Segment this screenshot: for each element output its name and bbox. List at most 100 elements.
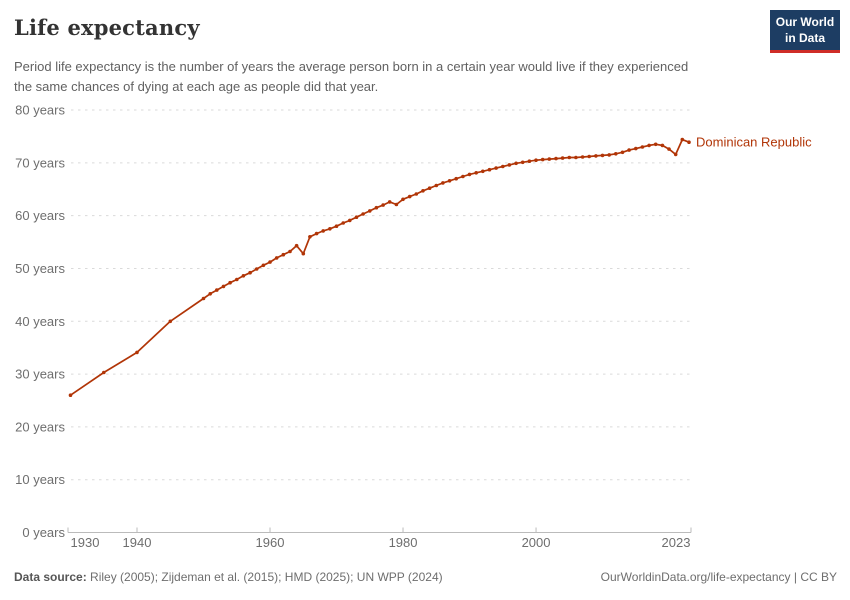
y-axis-tick-label: 70 years: [15, 155, 65, 170]
data-point-marker: [394, 202, 399, 207]
x-axis-tick-label: 1980: [389, 535, 418, 550]
data-point-marker: [314, 231, 319, 236]
data-point-marker: [587, 154, 591, 159]
data-point-marker: [201, 296, 206, 301]
data-point-marker: [474, 171, 479, 175]
data-point-marker: [687, 140, 691, 144]
data-point-marker: [461, 174, 465, 179]
x-axis-tick-label: 2023: [662, 535, 691, 550]
data-point-marker: [254, 267, 259, 271]
data-point-marker: [560, 156, 565, 160]
data-point-marker: [520, 160, 525, 165]
data-point-marker: [647, 143, 651, 148]
data-point-marker: [673, 152, 678, 157]
data-point-marker: [567, 155, 572, 160]
data-point-marker: [574, 155, 578, 160]
data-point-marker: [268, 260, 272, 264]
data-point-marker: [215, 288, 219, 292]
data-point-marker: [534, 158, 538, 162]
owid-logo[interactable]: Our World in Data: [770, 10, 840, 54]
x-axis-tick-label: 1940: [123, 535, 152, 550]
data-point-marker: [494, 166, 498, 170]
data-point-marker: [640, 145, 645, 149]
data-point-marker: [334, 224, 339, 228]
data-point-marker: [634, 146, 638, 151]
data-source-label: Data source:: [14, 570, 87, 584]
data-point-marker: [102, 370, 106, 375]
data-point-marker: [294, 243, 299, 248]
data-point-marker: [328, 227, 332, 231]
data-point-marker: [168, 319, 173, 324]
data-point-marker: [620, 150, 625, 155]
data-point-marker: [261, 263, 266, 268]
data-point-marker: [381, 203, 385, 207]
data-point-marker: [288, 249, 292, 254]
data-point-marker: [507, 163, 512, 167]
data-point-marker: [607, 153, 611, 157]
data-point-marker: [540, 157, 545, 162]
data-point-marker: [427, 186, 432, 190]
data-point-marker: [387, 200, 392, 204]
chart-subtitle: Period life expectancy is the number of …: [14, 59, 689, 94]
data-point-marker: [653, 142, 658, 147]
data-point-marker: [241, 274, 246, 278]
data-point-marker: [221, 284, 226, 289]
data-point-marker: [481, 169, 485, 174]
data-point-marker: [354, 215, 359, 219]
x-axis-tick-label: 2000: [522, 535, 551, 550]
data-point-marker: [135, 350, 139, 355]
data-point-marker: [594, 154, 598, 158]
data-point-marker: [374, 205, 379, 210]
data-point-marker: [614, 152, 618, 156]
data-point-marker: [487, 167, 492, 172]
y-axis-tick-label: 30 years: [15, 367, 65, 382]
data-point-marker: [361, 212, 365, 216]
y-axis-tick-label: 80 years: [15, 103, 65, 118]
x-axis-tick-label: 1960: [256, 535, 285, 550]
data-point-marker: [527, 159, 532, 163]
data-point-marker: [580, 155, 585, 159]
data-point-marker: [68, 393, 73, 398]
data-point-marker: [421, 189, 425, 193]
credit-link[interactable]: OurWorldinData.org/life-expectancy | CC …: [600, 570, 837, 584]
data-point-marker: [407, 194, 412, 199]
y-axis-tick-label: 0 years: [22, 525, 65, 540]
data-point-marker: [441, 181, 445, 185]
data-point-marker: [467, 172, 472, 177]
owid-logo-line1: Our World: [775, 15, 835, 29]
data-point-marker: [667, 147, 671, 151]
data-point-marker: [321, 229, 326, 233]
data-point-marker: [401, 197, 405, 202]
data-point-marker: [680, 137, 685, 142]
data-point-marker: [414, 192, 419, 196]
data-point-marker: [368, 209, 372, 213]
data-point-marker: [554, 156, 558, 161]
data-point-marker: [281, 252, 286, 257]
data-point-marker: [274, 256, 279, 260]
page-title: Life expectancy: [14, 15, 200, 40]
data-point-marker: [341, 221, 346, 225]
y-axis-tick-label: 20 years: [15, 419, 65, 434]
data-point-marker: [547, 157, 552, 161]
data-point-marker: [348, 218, 352, 223]
data-point-marker: [447, 179, 452, 183]
data-source-note: Data source: Riley (2005); Zijdeman et a…: [14, 570, 443, 584]
data-point-marker: [235, 277, 239, 282]
y-axis-tick-label: 60 years: [15, 208, 65, 223]
y-axis-tick-label: 40 years: [15, 314, 65, 329]
data-point-marker: [228, 280, 232, 285]
data-point-marker: [627, 148, 631, 152]
chart-footer: Data source: Riley (2005); Zijdeman et a…: [14, 570, 837, 584]
series-line[interactable]: [69, 138, 690, 397]
data-point-marker: [501, 164, 505, 169]
data-point-marker: [208, 292, 212, 296]
series-entity-label[interactable]: Dominican Republic: [696, 135, 812, 150]
y-axis-tick-label: 50 years: [15, 261, 65, 276]
data-point-marker: [308, 235, 312, 239]
owid-logo-line2: in Data: [784, 30, 825, 45]
data-point-marker: [301, 251, 306, 256]
y-axis-tick-label: 10 years: [15, 472, 65, 487]
data-point-marker: [600, 153, 605, 158]
